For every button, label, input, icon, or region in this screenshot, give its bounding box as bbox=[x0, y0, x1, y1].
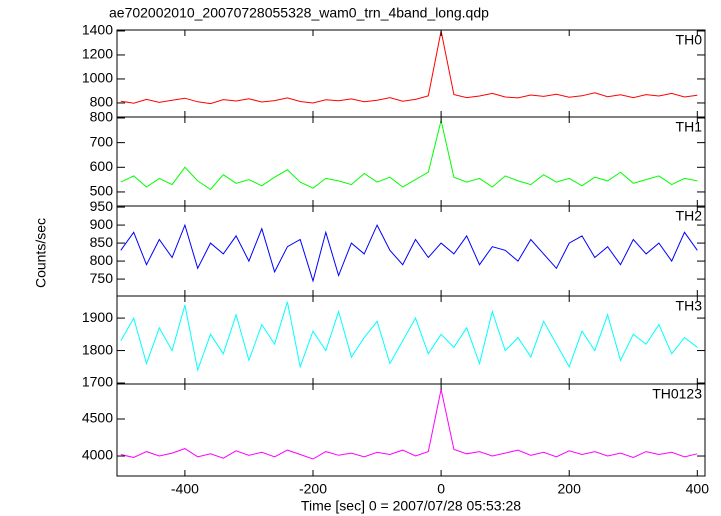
y-tick-label: 950 bbox=[90, 198, 114, 214]
y-tick-label: 4500 bbox=[82, 410, 113, 426]
panel-frame bbox=[116, 383, 706, 477]
x-tick-label: -200 bbox=[299, 481, 327, 497]
y-tick-label: 1400 bbox=[82, 22, 113, 38]
panel-frame bbox=[116, 295, 706, 385]
series-label: TH0 bbox=[676, 32, 703, 48]
x-tick-label: 200 bbox=[558, 481, 582, 497]
y-tick-label: 1900 bbox=[82, 309, 113, 325]
series-line bbox=[120, 223, 698, 283]
series-label: TH1 bbox=[676, 119, 703, 135]
y-tick-label: 900 bbox=[90, 216, 114, 232]
y-axis-label: Counts/sec bbox=[33, 218, 49, 288]
series-label: TH3 bbox=[676, 298, 703, 314]
y-tick-label: 750 bbox=[90, 270, 114, 286]
y-tick-label: 1800 bbox=[82, 341, 113, 357]
series-line bbox=[120, 389, 698, 460]
x-tick-label: -400 bbox=[171, 481, 199, 497]
series-line bbox=[120, 120, 698, 191]
x-tick-label: 0 bbox=[437, 481, 445, 497]
x-axis-label: Time [sec] 0 = 2007/07/28 05:53:28 bbox=[301, 498, 521, 514]
chart-title: ae702002010_20070728055328_wam0_trn_4ban… bbox=[109, 5, 489, 21]
series-line bbox=[120, 30, 698, 105]
y-tick-label: 800 bbox=[90, 109, 114, 125]
y-tick-label: 500 bbox=[90, 183, 114, 199]
y-tick-label: 800 bbox=[90, 94, 114, 110]
y-tick-label: 700 bbox=[90, 133, 114, 149]
y-tick-label: 4000 bbox=[82, 447, 113, 463]
y-tick-label: 850 bbox=[90, 234, 114, 250]
panel-frame bbox=[116, 29, 706, 118]
y-tick-label: 1000 bbox=[82, 70, 113, 86]
y-tick-label: 1700 bbox=[82, 374, 113, 390]
y-tick-label: 600 bbox=[90, 158, 114, 174]
y-tick-label: 1200 bbox=[82, 46, 113, 62]
series-line bbox=[120, 301, 698, 372]
series-label: TH0123 bbox=[652, 386, 702, 402]
y-tick-label: 800 bbox=[90, 252, 114, 268]
panel-frame bbox=[116, 116, 706, 207]
series-label: TH2 bbox=[676, 208, 703, 224]
x-tick-label: 400 bbox=[686, 481, 710, 497]
panel-frame bbox=[116, 205, 706, 297]
